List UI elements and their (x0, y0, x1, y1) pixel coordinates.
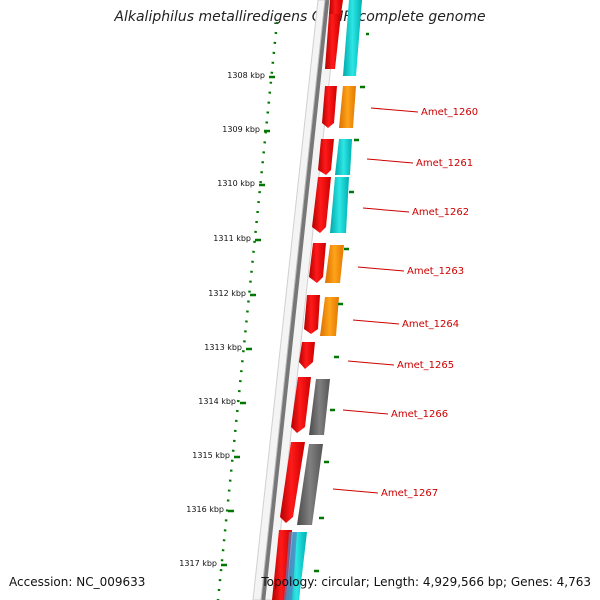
genome-backbone-highlight (260, 0, 326, 600)
gene-segment (330, 177, 349, 233)
scale-tick-label: 1316 kbp (186, 505, 224, 514)
ticks-layer: 1308 kbp 1309 kbp 1310 kbp 1311 kbp 1312 kbp… (179, 71, 275, 568)
scale-dotted-line (216, 21, 279, 600)
scale-tick-label: 1311 kbp (213, 234, 251, 243)
scale-tick-label: 1310 kbp (217, 179, 255, 188)
gene-leader-line (362, 207, 410, 213)
scale-tick-label: 1317 kbp (179, 559, 217, 568)
gene-label: Amet_1263 (407, 266, 464, 277)
cds-arrow (299, 342, 315, 369)
summary-text: Topology: circular; Length: 4,929,566 bp… (261, 575, 591, 589)
cds-arrow (280, 442, 305, 523)
gene-label: Amet_1264 (402, 319, 459, 330)
gene-leader-line (342, 409, 389, 415)
scale-tick-label: 1312 kbp (208, 289, 246, 298)
scale-tick-label: 1314 kbp (198, 397, 236, 406)
cds-arrow (309, 243, 326, 283)
gene-label: Amet_1261 (416, 158, 473, 169)
cds-arrow (322, 86, 337, 128)
cds-arrow (318, 139, 334, 175)
scale-tick-label: 1315 kbp (192, 451, 230, 460)
scale-tick-label: 1313 kbp (204, 343, 242, 352)
gene-leader-line (332, 488, 379, 494)
gene-segment (297, 444, 323, 525)
gene-labels-layer: Amet_1260 Amet_1261 Amet_1262 Amet_1263 Amet… (332, 107, 478, 499)
cds-arrow (325, 14, 341, 69)
gene-segment (309, 379, 330, 435)
genome-backbone-line (260, 0, 330, 600)
gene-segment (339, 86, 356, 128)
cds-arrow (312, 177, 331, 233)
accession-text: Accession: NC_009633 (9, 575, 146, 589)
cds-layer (272, 0, 343, 600)
gene-label: Amet_1260 (421, 107, 478, 118)
cds-arrow (304, 295, 320, 334)
gene-layer (284, 0, 362, 600)
gene-label: Amet_1266 (391, 409, 448, 420)
scale-tick-label: 1309 kbp (222, 125, 260, 134)
gene-segment (320, 297, 339, 336)
gene-label: Amet_1265 (397, 360, 454, 371)
gene-leader-line (347, 360, 395, 366)
gene-leader-line (370, 107, 419, 113)
cds-arrow (291, 377, 311, 433)
gene-label: Amet_1262 (412, 207, 469, 218)
gene-segment (335, 139, 352, 175)
gene-leader-line (366, 158, 414, 164)
scale-tick-label: 1308 kbp (227, 71, 265, 80)
gene-label: Amet_1267 (381, 488, 438, 499)
cds-arrow (329, 0, 343, 14)
gene-segment (343, 0, 362, 76)
map-title: Alkaliphilus metalliredigens QYMF, compl… (114, 9, 486, 25)
right-ticks-layer (314, 32, 369, 573)
gene-leader-line (357, 266, 405, 272)
gene-segment (325, 245, 344, 283)
gene-segment (284, 532, 297, 600)
gene-leader-line (352, 319, 400, 325)
